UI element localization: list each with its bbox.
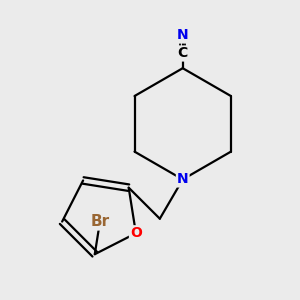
Text: N: N bbox=[177, 28, 188, 43]
Text: C: C bbox=[178, 46, 188, 61]
Text: N: N bbox=[177, 172, 188, 186]
Text: O: O bbox=[130, 226, 142, 240]
Text: Br: Br bbox=[90, 214, 110, 230]
